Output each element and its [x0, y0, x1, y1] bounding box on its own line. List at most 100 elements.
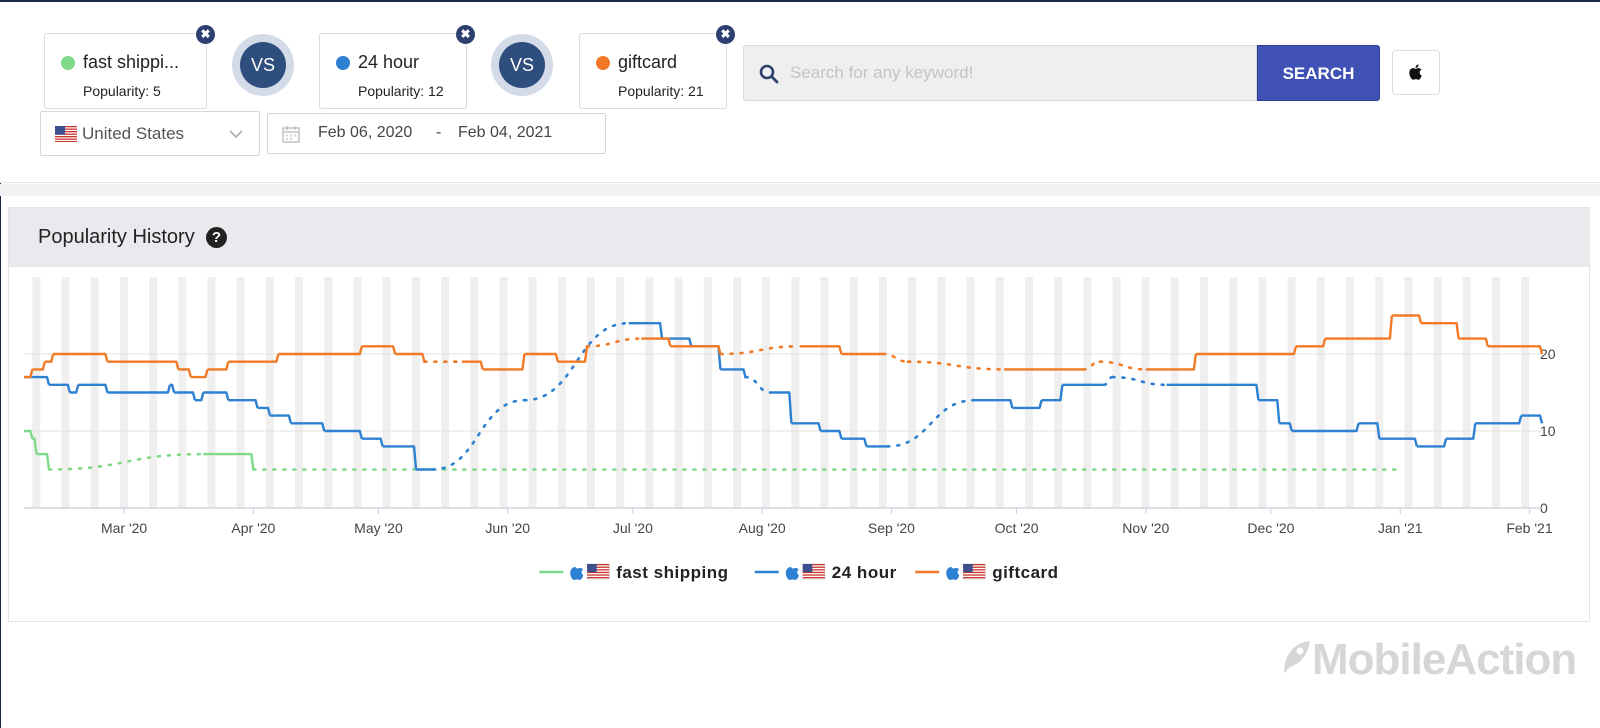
- x-tick-label: Apr '20: [231, 520, 275, 536]
- keyword-row: 24 hour: [336, 52, 419, 73]
- flag-stripe: [802, 574, 825, 576]
- brand-watermark: MobileAction: [1312, 635, 1577, 684]
- series-line: [107, 360, 180, 370]
- weekend-band: [1375, 277, 1384, 508]
- series-line-dotted: [744, 375, 772, 394]
- series-line: [974, 399, 1014, 409]
- date-from: Feb 06, 2020: [318, 124, 413, 141]
- weekend-band: [382, 277, 391, 508]
- weekend-band: [1287, 277, 1296, 508]
- weekend-band: [1112, 277, 1121, 508]
- series-line: [44, 452, 51, 470]
- series-line: [44, 353, 55, 363]
- legend-label[interactable]: fast shipping: [616, 563, 728, 582]
- series-line: [278, 345, 363, 356]
- flag-stripe: [587, 566, 610, 568]
- weekend-band: [1054, 277, 1063, 508]
- us-flag-icon: [55, 126, 77, 142]
- series-line: [49, 383, 72, 393]
- series-line-dotted: [47, 452, 205, 471]
- series-line: [207, 361, 230, 371]
- keyword-card-giftcard[interactable]: giftcard Popularity: 21 ✖: [579, 25, 735, 109]
- series-line-dotted: [906, 360, 1006, 371]
- x-tick-label: Dec '20: [1247, 520, 1294, 536]
- flag-stripe: [802, 569, 825, 571]
- flag-stripe: [963, 566, 986, 568]
- series-line: [361, 437, 384, 447]
- weekend-band: [90, 277, 99, 508]
- flag-stripe: [587, 571, 610, 574]
- series-line: [1391, 314, 1423, 324]
- keyword-card-24-hour[interactable]: 24 hour Popularity: 12 ✖: [319, 25, 475, 109]
- section-divider: [0, 184, 1600, 196]
- weekend-band: [1258, 277, 1267, 508]
- series-line: [799, 345, 843, 355]
- series-line: [1421, 322, 1460, 339]
- x-tick-label: Oct '20: [995, 520, 1039, 536]
- series-line: [203, 391, 230, 401]
- series-line: [1358, 422, 1381, 439]
- weekend-band: [1346, 277, 1354, 508]
- weekend-band: [995, 277, 1004, 508]
- flag-stripe: [963, 564, 986, 566]
- legend-label[interactable]: 24 hour: [832, 563, 897, 582]
- help-icon[interactable]: ?: [206, 227, 227, 248]
- series-line: [395, 352, 426, 363]
- series-line: [361, 345, 397, 355]
- series-line: [69, 384, 80, 394]
- weekend-band: [820, 277, 829, 508]
- popularity-line-chart: 0 10 20 Mar '20 Apr '20 May '20 Jun '20 Jul '20…: [24, 277, 1556, 582]
- x-tick-label: Jul '20: [613, 520, 653, 536]
- keyword-name: giftcard: [618, 52, 678, 72]
- keyword-card-fast-shipping[interactable]: fast shippi... Popularity: 5 ✖: [44, 25, 215, 109]
- weekend-band: [674, 277, 683, 508]
- series-color-dot: [596, 55, 610, 70]
- series-line: [169, 383, 176, 393]
- weekend-band: [1200, 277, 1208, 508]
- keyword-name: 24 hour: [358, 52, 420, 72]
- series-line: [161, 384, 172, 394]
- calendar-icon: [282, 126, 300, 143]
- series-line: [1279, 422, 1293, 432]
- weekend-band: [849, 277, 858, 508]
- series-line: [53, 352, 109, 363]
- series-line: [228, 353, 280, 363]
- mobileaction-logo-icon: [1284, 641, 1310, 673]
- date-range-picker[interactable]: Feb 06, 2020 - Feb 04, 2021: [267, 113, 606, 154]
- vs-label: VS: [499, 42, 545, 88]
- series-line: [841, 437, 868, 447]
- series-line: [641, 337, 672, 347]
- legend-label[interactable]: giftcard: [992, 563, 1058, 582]
- remove-keyword-close-icon[interactable]: ✖: [456, 25, 475, 44]
- series-line: [1229, 383, 1260, 401]
- date-to: Feb 04, 2021: [458, 124, 553, 141]
- weekend-band: [733, 277, 741, 508]
- weekend-band: [1521, 277, 1530, 508]
- weekend-band: [528, 277, 537, 508]
- flag-stripe: [587, 577, 610, 579]
- weekend-band: [557, 277, 566, 508]
- weekend-band: [353, 277, 362, 508]
- country-select[interactable]: United States: [40, 111, 260, 156]
- platform-ios-button[interactable]: [1392, 50, 1440, 95]
- flag-stripe: [587, 569, 610, 571]
- series-line: [1295, 338, 1327, 348]
- series-line: [1508, 415, 1523, 425]
- series-line-dotted: [1098, 360, 1148, 371]
- series-line-dotted: [523, 321, 630, 402]
- series-line: [820, 429, 843, 440]
- x-tick-label: Feb '21: [1506, 520, 1552, 536]
- remove-keyword-close-icon[interactable]: ✖: [196, 25, 215, 44]
- series-line: [482, 353, 526, 371]
- search-button[interactable]: SEARCH: [1257, 45, 1380, 101]
- series-line: [32, 361, 47, 371]
- x-tick-label: May '20: [354, 520, 403, 536]
- remove-keyword-close-icon[interactable]: ✖: [716, 25, 735, 44]
- series-line: [461, 360, 484, 370]
- series-line: [770, 391, 793, 424]
- search-input[interactable]: [786, 46, 1246, 100]
- series-line: [190, 369, 209, 379]
- y-tick-label: 0: [1540, 500, 1548, 516]
- flag-stripe: [963, 574, 986, 576]
- x-tick-label: Sep '20: [868, 520, 915, 536]
